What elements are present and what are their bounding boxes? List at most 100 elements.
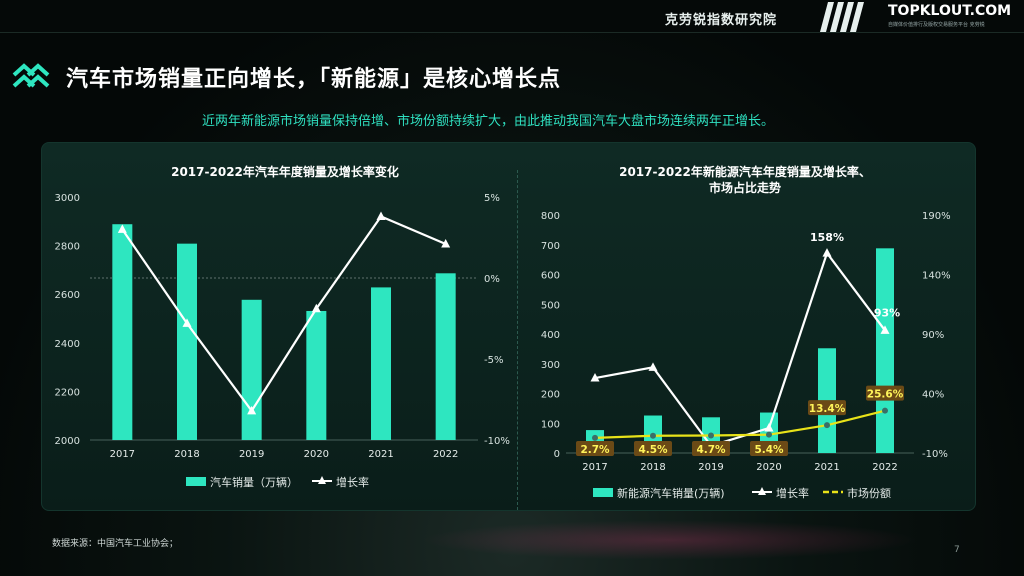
growth-point (182, 318, 192, 327)
x-tick-label: 2019 (239, 449, 264, 460)
x-tick-label: 2021 (814, 462, 839, 473)
legend-marker (318, 476, 326, 484)
y-tick-label: 2600 (55, 290, 80, 301)
org-name: 克劳锐指数研究院 (665, 13, 778, 28)
share-point (766, 431, 772, 438)
bar (177, 243, 197, 440)
share-label-box (692, 441, 730, 456)
y-tick-label: 500 (541, 300, 560, 311)
x-tick-label: 2017 (582, 462, 607, 473)
y-tick-label: 100 (541, 419, 560, 430)
legend-label: 增长率 (336, 475, 369, 489)
chart-title: 市场占比走势 (709, 180, 781, 195)
bar (435, 273, 456, 440)
share-label-box (750, 441, 788, 456)
y-tick-label: 3000 (55, 193, 80, 204)
bar (876, 248, 894, 453)
legend-label: 汽车销量（万辆） (210, 475, 298, 489)
x-tick-label: 2018 (640, 462, 665, 473)
y-tick-label: 300 (541, 360, 560, 371)
y2-tick-label: 190% (922, 211, 951, 222)
y2-tick-label: -10% (484, 436, 510, 447)
legend-label: 增长率 (776, 486, 809, 500)
page-title: 汽车市场销量正向增长，「新能源」是核心增长点 (66, 67, 562, 92)
share-line (594, 409, 886, 439)
y2-tick-label: 0% (484, 274, 500, 285)
x-tick-label: 2020 (756, 462, 781, 473)
share-data-label: 4.7% (696, 444, 726, 456)
page-number: 7 (954, 545, 960, 555)
y-tick-label: 400 (541, 330, 560, 341)
legend-marker (758, 487, 766, 495)
growth-point (764, 423, 774, 432)
x-tick-label: 2017 (110, 449, 135, 460)
share-data-label: 4.5% (638, 444, 668, 456)
top-bar: 克劳锐指数研究院 TOPKLOUT.COM 自媒体价值排行及版权交易服务平台 克… (0, 0, 1024, 33)
chart-title: 2017-2022年汽车年度销量及增长率变化 (171, 164, 399, 179)
share-label-box (808, 400, 846, 416)
x-tick-label: 2018 (174, 449, 199, 460)
brand-tagline: 自媒体价值排行及版权交易服务平台 克劳锐 (888, 22, 985, 28)
x-tick-label: 2022 (433, 449, 458, 460)
growth-point (880, 325, 890, 334)
share-data-label: 13.4% (809, 403, 846, 415)
share-point (650, 432, 656, 439)
y2-tick-label: 5% (484, 193, 500, 204)
bar (112, 224, 133, 440)
chart-title: 2017-2022年新能源汽车年度销量及增长率、 (619, 164, 871, 179)
y-tick-label: 0 (554, 449, 560, 460)
page-subtitle: 近两年新能源市场销量保持倍增、市场份额持续扩大，由此推动我国汽车大盘市场连续两年… (202, 114, 775, 129)
growth-point (822, 248, 832, 257)
y2-tick-label: -10% (922, 449, 948, 460)
share-point (882, 407, 888, 414)
share-data-label: 5.4% (754, 444, 784, 456)
growth-point (247, 405, 257, 415)
x-tick-label: 2022 (872, 462, 897, 473)
share-label-box (634, 441, 672, 456)
brand-logo: TOPKLOUT.COM (888, 3, 1012, 19)
share-label-box (866, 385, 904, 401)
bar (241, 299, 262, 440)
y2-tick-label: -5% (484, 355, 503, 366)
y-tick-label: 200 (541, 390, 560, 401)
legend-label: 市场份额 (847, 486, 891, 500)
legend-swatch (593, 488, 613, 497)
share-data-label: 2.7% (580, 444, 610, 456)
bar (371, 287, 391, 440)
growth-point (441, 238, 451, 248)
share-point (824, 422, 830, 429)
y-tick-label: 700 (541, 241, 560, 252)
y-tick-label: 800 (541, 211, 560, 222)
stripes-logo-icon (820, 2, 864, 32)
growth-point (590, 373, 600, 382)
legend-swatch (186, 477, 206, 486)
growth-line (594, 250, 886, 448)
x-tick-label: 2019 (698, 462, 723, 473)
share-point (592, 434, 598, 441)
data-source: 数据来源：中国汽车工业协会； (52, 539, 179, 549)
growth-line (121, 215, 447, 413)
x-tick-label: 2020 (304, 449, 329, 460)
growth-point (376, 211, 386, 220)
growth-data-label: 158% (810, 231, 844, 244)
y-tick-label: 2400 (55, 339, 80, 350)
growth-data-label: 93% (874, 306, 900, 319)
y-tick-label: 2800 (55, 242, 80, 253)
bar (306, 310, 327, 440)
double-chevron-icon (12, 63, 50, 88)
share-data-label: 25.6% (867, 389, 904, 401)
growth-point (648, 362, 658, 371)
y-tick-label: 2200 (55, 387, 80, 398)
panel-divider (517, 170, 518, 510)
y2-tick-label: 90% (922, 330, 944, 341)
growth-point (117, 224, 127, 233)
decorative-glow (420, 520, 920, 560)
y-tick-label: 2000 (55, 436, 80, 447)
y2-tick-label: 140% (922, 271, 951, 282)
share-point (708, 432, 714, 439)
y-tick-label: 600 (541, 271, 560, 282)
growth-point (311, 303, 321, 313)
share-label-box (576, 441, 614, 456)
